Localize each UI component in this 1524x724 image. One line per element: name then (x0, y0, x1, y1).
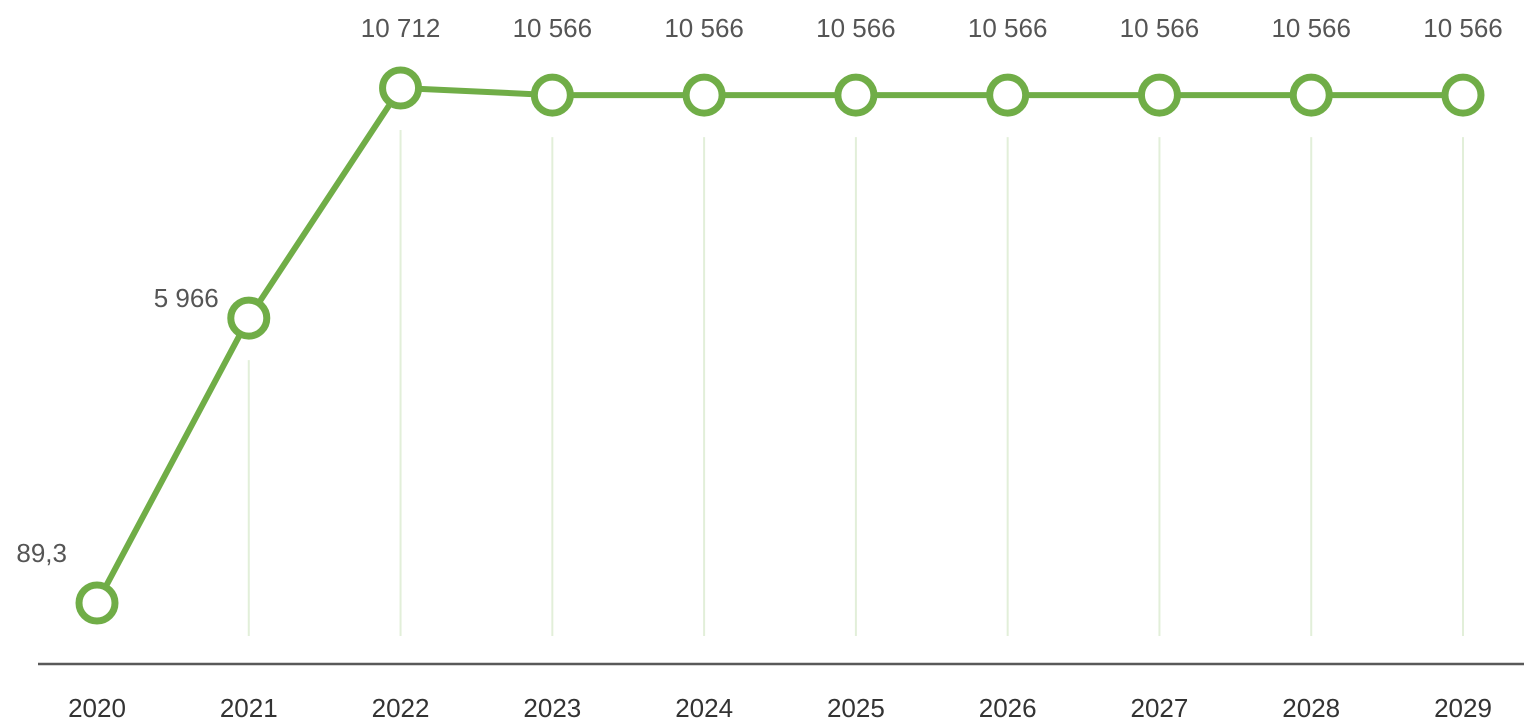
data-label: 10 566 (1423, 13, 1503, 43)
data-label: 10 712 (361, 13, 441, 43)
x-tick-label: 2023 (523, 693, 581, 723)
marker (1289, 73, 1333, 117)
data-label: 10 566 (513, 13, 593, 43)
marker (834, 73, 878, 117)
marker (379, 66, 423, 110)
x-tick-label: 2025 (827, 693, 885, 723)
marker (1441, 73, 1485, 117)
x-tick-label: 2027 (1131, 693, 1189, 723)
data-label: 10 566 (816, 13, 896, 43)
x-tick-label: 2026 (979, 693, 1037, 723)
x-tick-label: 2024 (675, 693, 733, 723)
data-label: 10 566 (664, 13, 744, 43)
marker (227, 296, 271, 340)
x-tick-label: 2022 (372, 693, 430, 723)
data-label: 5 966 (154, 283, 219, 313)
marker (986, 73, 1030, 117)
marker (530, 73, 574, 117)
data-label: 10 566 (1120, 13, 1200, 43)
marker (75, 581, 119, 625)
data-label: 10 566 (968, 13, 1048, 43)
marker (1137, 73, 1181, 117)
x-tick-label: 2021 (220, 693, 278, 723)
data-label: 89,3 (16, 538, 67, 568)
x-tick-label: 2028 (1282, 693, 1340, 723)
x-tick-label: 2020 (68, 693, 126, 723)
marker (682, 73, 726, 117)
x-tick-label: 2029 (1434, 693, 1492, 723)
data-label: 10 566 (1271, 13, 1351, 43)
line (94, 85, 1463, 605)
